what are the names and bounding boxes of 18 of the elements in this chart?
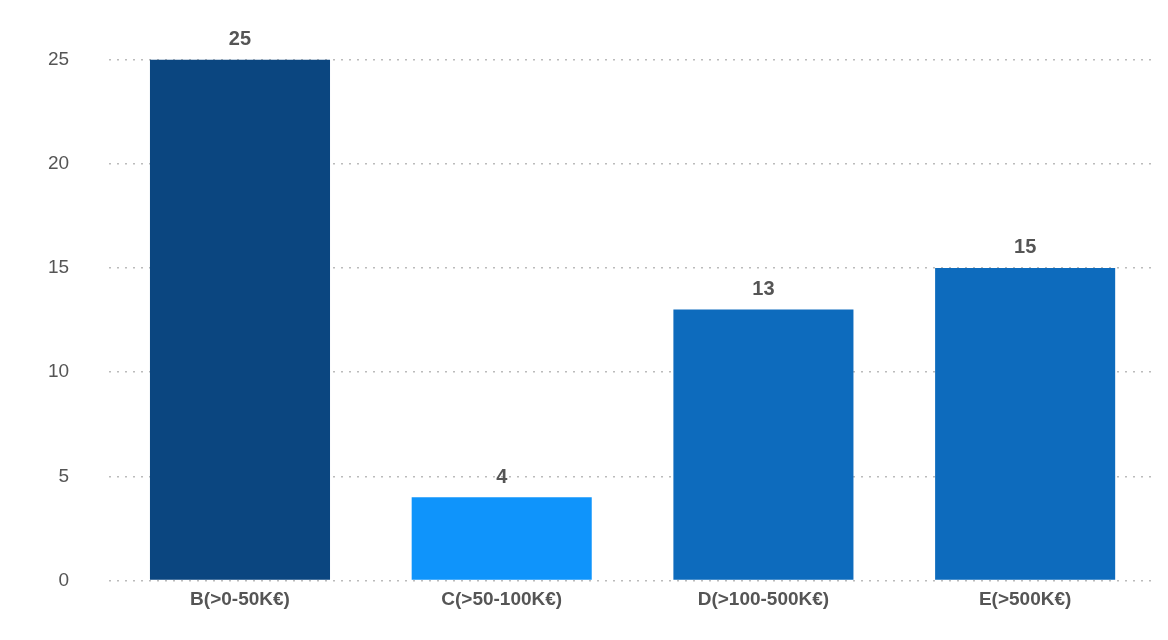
bar xyxy=(149,59,331,580)
y-tick-label: 5 xyxy=(58,464,70,486)
x-tick-label: B(>0-50K€) xyxy=(190,588,290,610)
y-tick-label: 10 xyxy=(47,360,70,382)
data-label: 15 xyxy=(1014,235,1037,258)
y-tick-label: 20 xyxy=(47,151,70,173)
y-tick-label: 15 xyxy=(47,256,70,278)
x-tick-label: C(>50-100K€) xyxy=(441,588,563,610)
bar xyxy=(935,267,1116,580)
bar xyxy=(411,497,592,580)
data-label: 25 xyxy=(228,26,252,49)
x-tick-label: D(>100-500K€) xyxy=(697,588,830,610)
bar xyxy=(673,309,854,580)
data-label: 13 xyxy=(752,277,775,300)
y-tick-label: 0 xyxy=(58,568,70,590)
data-label: 4 xyxy=(496,464,509,487)
x-tick-label: E(>500K€) xyxy=(978,588,1072,610)
y-tick-label: 25 xyxy=(47,47,70,69)
